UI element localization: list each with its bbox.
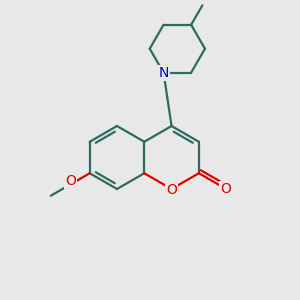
- Text: N: N: [158, 66, 169, 80]
- Text: O: O: [166, 183, 177, 196]
- Text: O: O: [65, 174, 76, 188]
- Text: O: O: [220, 182, 231, 196]
